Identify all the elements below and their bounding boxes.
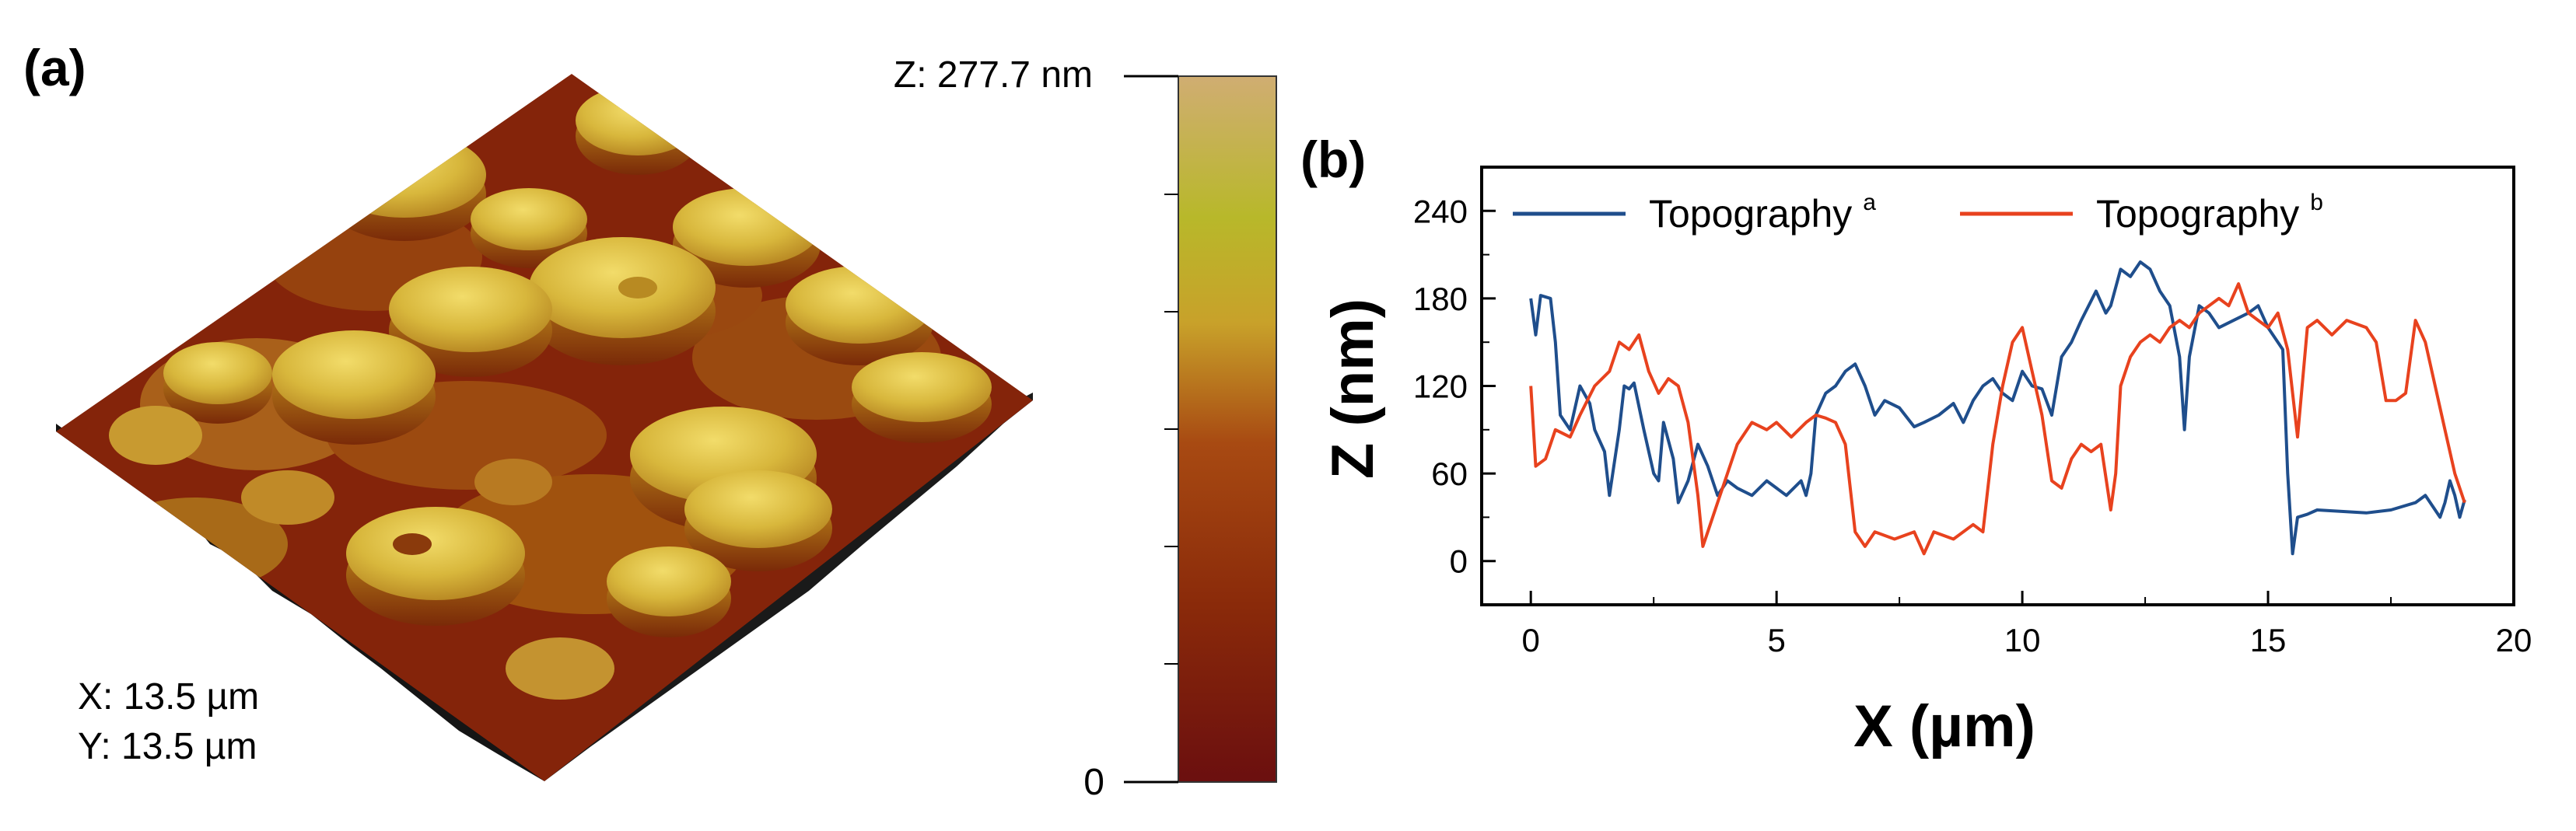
series-line-a bbox=[1529, 260, 2466, 556]
x-tick-label: 0 bbox=[1522, 622, 1540, 658]
y-tick-label: 60 bbox=[1431, 456, 1468, 492]
legend-label-b: Topography b bbox=[2096, 190, 2323, 236]
x-tick-label: 15 bbox=[2250, 622, 2287, 658]
y-tick-label: 0 bbox=[1450, 543, 1468, 580]
x-size-label: X: 13.5 µm bbox=[78, 676, 259, 718]
y-axis: 0 60 120 180 240 bbox=[1413, 193, 1496, 580]
colorbar-min-label: 0 bbox=[1083, 762, 1104, 803]
y-size-label: Y: 13.5 µm bbox=[78, 726, 257, 767]
x-tick-label: 5 bbox=[1767, 622, 1785, 658]
legend-superscript: b bbox=[2310, 190, 2323, 215]
panel-b-label: (b) bbox=[1300, 131, 1366, 188]
x-axis-title: X (µm) bbox=[1853, 693, 2035, 759]
x-tick-label: 10 bbox=[2004, 622, 2041, 658]
x-axis: 0 5 10 15 20 bbox=[1522, 591, 2532, 658]
panel-a-label: (a) bbox=[23, 39, 86, 96]
legend-superscript: a bbox=[1863, 190, 1876, 215]
colorbar: Z: 277.7 nm 0 bbox=[894, 54, 1277, 803]
legend-label-a: Topography a bbox=[1649, 190, 1876, 236]
colorbar-max-label: Z: 277.7 nm bbox=[894, 54, 1093, 96]
series-group bbox=[1529, 260, 2466, 556]
afm-3d-surface bbox=[56, 74, 1033, 781]
legend: Topography a Topography b bbox=[1513, 190, 2323, 236]
y-tick-label: 240 bbox=[1413, 193, 1468, 229]
x-tick-label: 20 bbox=[2496, 622, 2532, 658]
series-line-b bbox=[1529, 282, 2466, 556]
y-axis-title: Z (nm) bbox=[1320, 299, 1386, 479]
y-tick-label: 120 bbox=[1413, 368, 1468, 405]
y-tick-label: 180 bbox=[1413, 281, 1468, 317]
colorbar-gradient bbox=[1178, 75, 1277, 783]
